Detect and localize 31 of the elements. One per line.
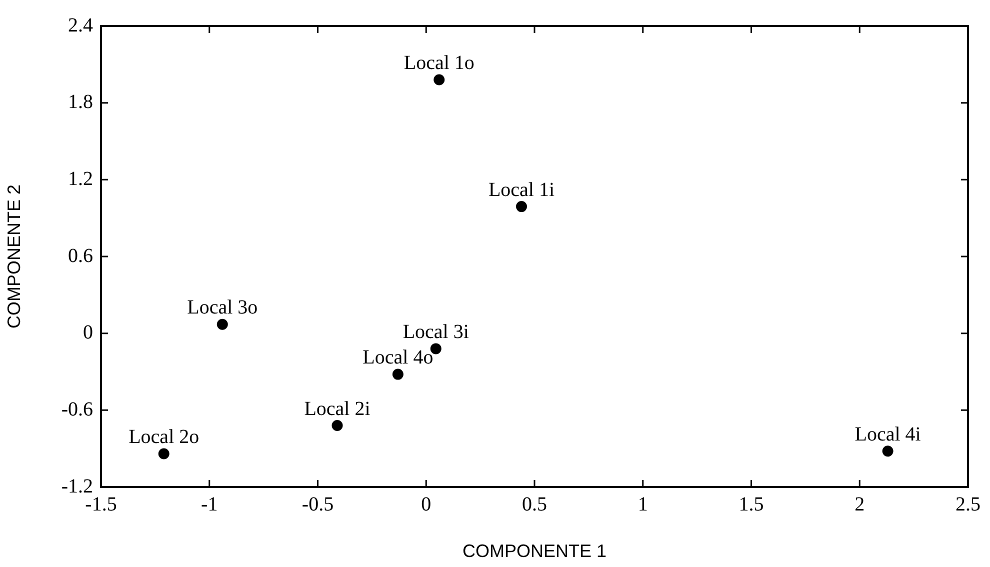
annotation: Local 2o (128, 426, 200, 448)
x-tick-label: 2.5 (956, 493, 980, 516)
y-tick-label: 1.8 (68, 91, 93, 114)
x-tick-label: -1 (201, 493, 218, 516)
annotation: Local 4o (362, 346, 434, 369)
point (516, 201, 527, 212)
point (882, 446, 894, 457)
annotation: Local 1i (488, 178, 555, 201)
y-tick-label: 0.6 (68, 244, 93, 267)
annotation: Local 1o (404, 52, 474, 74)
y-tick-label: -0.6 (61, 398, 93, 420)
y-axis-title: COMPONENTE 2 (4, 184, 24, 329)
x-tick-label: 2 (854, 493, 865, 516)
x-tick-label: 0.5 (522, 493, 547, 516)
y-tick-label: 0 (83, 322, 93, 344)
x-axis-title: COMPONENTE 1 (462, 541, 607, 562)
point (158, 448, 170, 460)
x-tick-label: -0.5 (302, 493, 334, 516)
annotation: Local 3o (187, 296, 258, 319)
annotation: Local 3i (402, 320, 470, 343)
point (216, 318, 228, 330)
annotation: Local 4i (854, 423, 922, 446)
x-tick-label: 1 (638, 493, 648, 516)
point (332, 420, 343, 432)
annotation: Local 2i (304, 398, 371, 420)
point (434, 74, 445, 86)
point (392, 368, 404, 380)
y-tick-label: 2.4 (68, 14, 93, 36)
x-tick-label: 0 (421, 493, 432, 516)
x-tick-label: 1.5 (738, 493, 764, 516)
y-tick-label: 1.2 (68, 168, 93, 190)
